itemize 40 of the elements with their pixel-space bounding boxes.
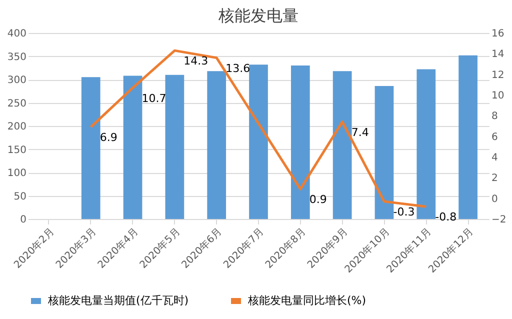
bar: [207, 71, 226, 219]
y-tick-label: 150: [7, 144, 26, 156]
bar: [165, 74, 184, 219]
y2-tick-label: 6: [492, 132, 498, 143]
y-tick-label: 400: [7, 28, 26, 40]
bar: [290, 66, 310, 219]
legend-label: 核能发电量同比增长(%): [247, 294, 366, 307]
legend-label: 核能发电量当期值(亿千瓦时): [47, 294, 189, 307]
bar: [374, 86, 394, 219]
bar: [416, 69, 436, 219]
y-tick-label: 300: [7, 75, 26, 86]
y2-tick-label: 2: [492, 173, 498, 184]
y-tick-label: 350: [7, 52, 26, 63]
y-tick-label: 200: [7, 122, 26, 132]
y2-tick-label: 16: [492, 28, 504, 40]
bar: [332, 71, 352, 219]
y-tick-label: 50: [14, 191, 26, 202]
data-label: -0.3: [393, 205, 415, 218]
bar: [81, 77, 100, 219]
y-tick-label: 0: [20, 214, 26, 226]
y2-tick-label: −2: [492, 214, 506, 226]
y2-tick-label: 14: [492, 49, 504, 60]
bar: [123, 76, 142, 219]
bar: [458, 55, 478, 219]
bar: [249, 64, 268, 219]
data-label: -0.8: [435, 210, 457, 224]
y-tick-label: 100: [7, 168, 26, 179]
data-label: 10.7: [142, 92, 166, 105]
y2-tick-label: 10: [492, 90, 504, 102]
data-label: 0.9: [309, 193, 327, 206]
y2-tick-label: 8: [492, 111, 498, 122]
y2-tick-label: 4: [492, 152, 498, 164]
data-label: 6.9: [100, 131, 118, 144]
y2-tick-label: 0: [492, 194, 498, 205]
data-label: 14.3: [184, 54, 208, 68]
line-series: [90, 49, 428, 208]
y-tick-label: 250: [7, 98, 26, 110]
data-label: 7.4: [351, 126, 369, 139]
chart-title: 核能发电量: [218, 6, 298, 25]
y2-tick-label: 12: [492, 70, 504, 81]
